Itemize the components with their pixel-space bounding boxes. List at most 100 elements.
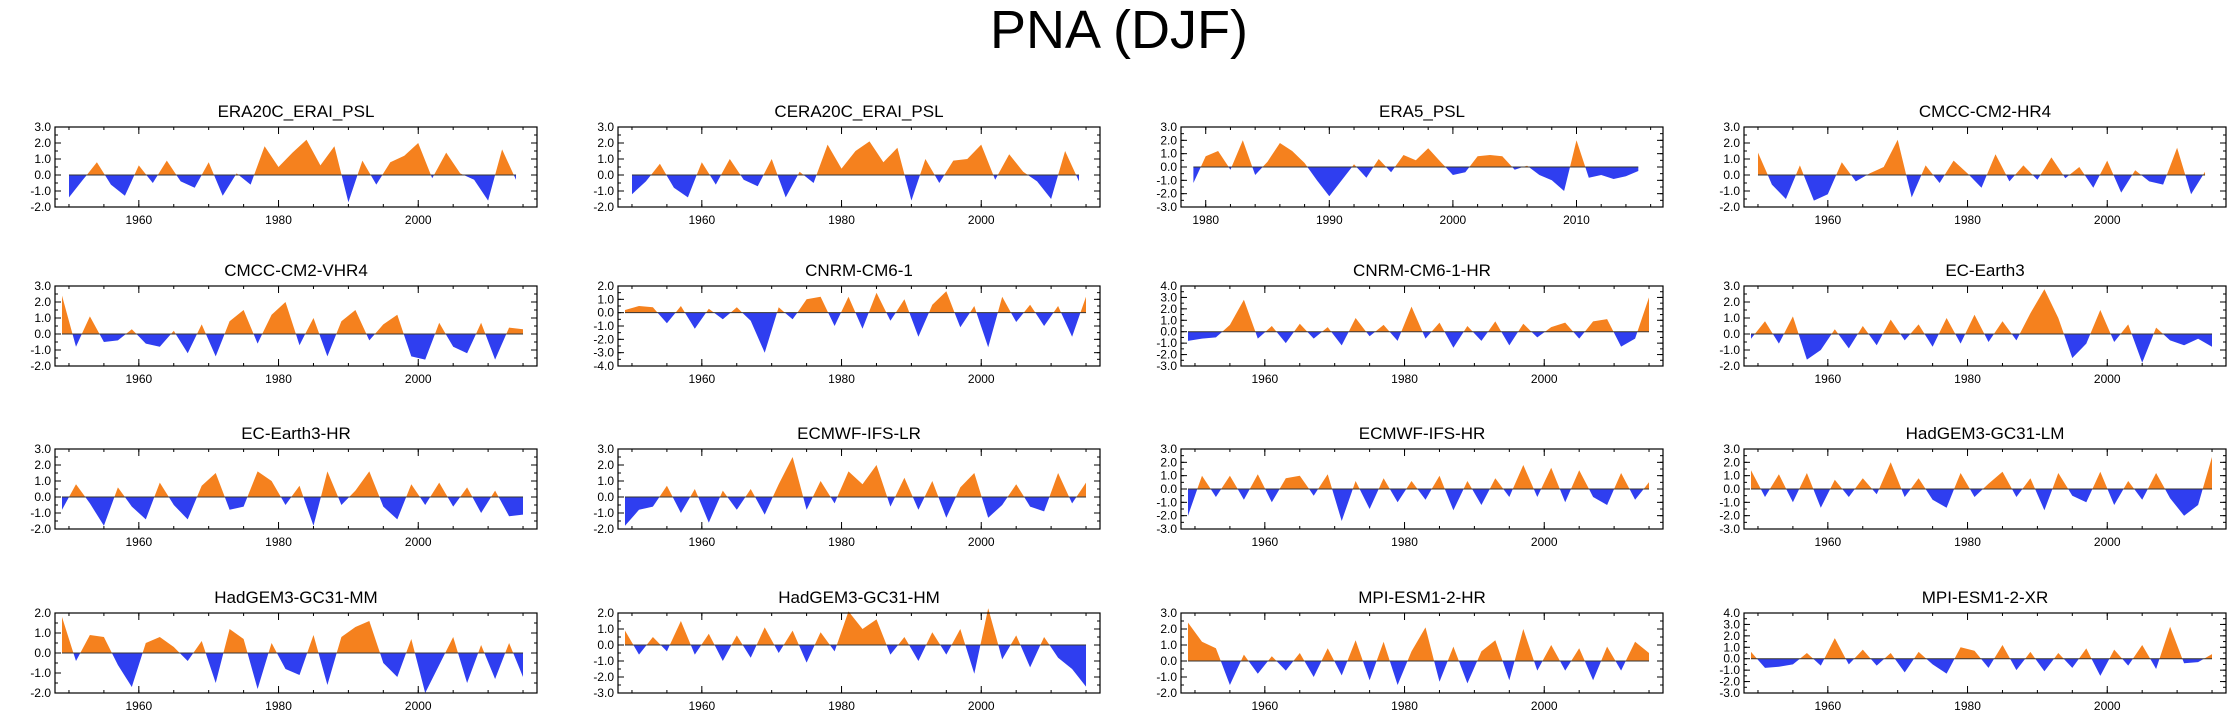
x-tick-label: 1960 [1814,213,1841,227]
x-tick-label: 1980 [1391,372,1418,386]
y-tick-label: 1.0 [1160,147,1177,161]
y-tick-label: -1.0 [1719,184,1740,198]
y-tick-label: -2.0 [593,200,614,214]
y-tick-label: 0.0 [1723,652,1740,666]
negative-area [69,175,516,203]
panel-title: HadGEM3-GC31-LM [1906,424,2065,443]
y-tick-label: -1.0 [1156,173,1177,187]
y-tick-label: 3.0 [1723,279,1740,293]
y-tick-label: 2.0 [1723,136,1740,150]
plot-frame [54,448,538,530]
negative-area [625,645,1086,687]
y-tick-label: 3.0 [34,120,51,134]
x-tick-label: 2000 [1440,213,1467,227]
x-tick-label: 1960 [125,699,152,713]
y-tick-label: -1.0 [1719,663,1740,677]
y-tick-label: -2.0 [30,522,51,536]
x-tick-label: 1980 [828,213,855,227]
plot-frame [617,285,1101,367]
y-tick-label: 3.0 [1160,606,1177,620]
panel-cera20c-erai-psl: CERA20C_ERAI_PSL 3.0 2.0 1.0 0.0 -1.0 -2.0 1960… [593,102,1101,227]
y-tick-label: -1.0 [30,343,51,357]
x-tick-label: 1980 [265,372,292,386]
y-tick-label: 0.0 [597,638,614,652]
y-tick-label: -3.0 [1719,686,1740,700]
y-tick-label: -2.0 [1719,675,1740,689]
negative-area [62,497,523,526]
plot-frame [1743,285,2227,367]
y-tick-label: 0.0 [34,168,51,182]
x-tick-label: 2000 [405,213,432,227]
y-tick-label: -4.0 [593,359,614,373]
panel-title: CNRM-CM6-1 [805,261,913,280]
x-tick-label: 1960 [1251,535,1278,549]
x-tick-label: 2000 [968,699,995,713]
y-tick-label: -2.0 [593,522,614,536]
y-tick-label: 4.0 [1723,606,1740,620]
positive-area [1751,626,2212,659]
panel-title: MPI-ESM1-2-XR [1922,588,2049,607]
y-tick-label: 1.0 [34,626,51,640]
x-tick-label: 2000 [2094,699,2121,713]
y-tick-label: -1.0 [593,506,614,520]
y-tick-label: 3.0 [1160,120,1177,134]
x-tick-label: 1980 [828,699,855,713]
y-tick-label: -2.0 [30,200,51,214]
x-tick-label: 1960 [688,535,715,549]
y-tick-label: 2.0 [34,606,51,620]
y-tick-label: 4.0 [1160,279,1177,293]
panel-title: CMCC-CM2-HR4 [1919,102,2051,121]
panel-title: ERA5_PSL [1379,102,1465,121]
x-tick-label: 1980 [828,535,855,549]
x-tick-label: 1960 [688,372,715,386]
positive-area [625,608,1086,645]
y-tick-label: 1.0 [597,152,614,166]
x-tick-label: 2000 [405,535,432,549]
panel-era20c-erai-psl: ERA20C_ERAI_PSL 3.0 2.0 1.0 0.0 -1.0 -2.0 1960 1… [30,102,538,227]
positive-area [1751,289,2212,334]
negative-area [1751,658,2212,676]
panel-era5-psl: ERA5_PSL 3.02.01.00.0-1.0-2.0-3.0 1980 1990… [1156,102,1664,227]
x-tick-label: 1960 [1251,699,1278,713]
x-tick-label: 1960 [125,535,152,549]
panel-title: CNRM-CM6-1-HR [1353,261,1491,280]
panel-title: CMCC-CM2-VHR4 [224,261,368,280]
x-tick-label: 1960 [1251,372,1278,386]
negative-area [632,175,1079,201]
y-tick-label: -3.0 [1156,522,1177,536]
y-tick-label: 1.0 [34,152,51,166]
x-tick-label: 2000 [968,372,995,386]
panel-hadgem3-gc31-lm: HadGEM3-GC31-LM 3.02.01.00.0-1.0-2.0-3.0 1… [1719,424,2227,549]
x-tick-label: 2000 [405,372,432,386]
x-tick-label: 2000 [2094,535,2121,549]
x-tick-label: 1980 [1192,213,1219,227]
panel-cnrm-cm6-1-hr: CNRM-CM6-1-HR 4.03.02.01.00.0-1.0-2.0-3.0… [1156,261,1664,386]
y-tick-label: 2.0 [34,295,51,309]
x-tick-label: 2000 [1531,372,1558,386]
y-tick-label: 2.0 [1723,455,1740,469]
y-tick-label: -1.0 [593,184,614,198]
y-tick-label: -3.0 [593,686,614,700]
y-tick-label: 0.0 [34,327,51,341]
y-tick-label: 1.0 [1160,313,1177,327]
x-tick-label: 1980 [1954,372,1981,386]
x-tick-label: 2000 [405,699,432,713]
negative-area [1758,175,2205,201]
y-tick-label: -1.0 [1156,670,1177,684]
y-tick-label: -1.0 [30,506,51,520]
positive-area [1751,457,2212,489]
y-tick-label: 2.0 [1160,302,1177,316]
y-tick-label: -1.0 [1719,343,1740,357]
panel-title: ECMWF-IFS-HR [1359,424,1486,443]
y-tick-label: -2.0 [1719,359,1740,373]
y-tick-label: 1.0 [1160,469,1177,483]
y-tick-label: -2.0 [1156,686,1177,700]
x-tick-label: 1960 [688,213,715,227]
y-tick-label: 0.0 [1723,327,1740,341]
x-tick-label: 1960 [125,372,152,386]
negative-area [1751,334,2212,363]
positive-area [62,295,523,334]
y-tick-label: 2.0 [34,458,51,472]
y-tick-label: -3.0 [593,346,614,360]
y-tick-label: 1.0 [1723,640,1740,654]
